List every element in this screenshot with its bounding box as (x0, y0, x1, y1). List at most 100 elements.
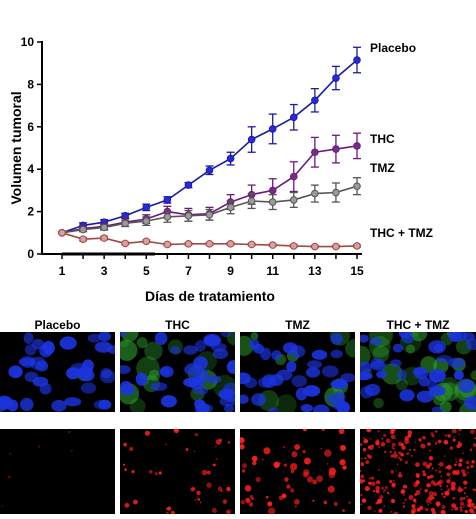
red-signal (471, 502, 475, 506)
red-signal (408, 495, 414, 500)
red-signal (416, 507, 421, 512)
red-signal (262, 458, 264, 461)
red-signal (393, 450, 397, 454)
nucleus (0, 395, 13, 410)
red-signal (129, 446, 134, 451)
red-signal (396, 463, 399, 466)
nucleus (305, 367, 321, 378)
red-signal (414, 441, 417, 443)
red-signal (401, 445, 406, 450)
nucleus (450, 332, 467, 342)
red-signal (377, 498, 383, 504)
red-signal (303, 457, 311, 465)
red-signal (185, 448, 189, 451)
panel-label-tmz: TMZ (285, 318, 310, 332)
red-signal (408, 448, 412, 451)
nucleus (370, 358, 384, 368)
nucleus (120, 365, 131, 375)
red-signal (165, 443, 167, 446)
red-signal (378, 445, 381, 448)
red-signal (381, 487, 384, 490)
red-signal (240, 437, 245, 444)
red-signal (194, 499, 197, 501)
red-signal (472, 488, 475, 491)
data-point (142, 203, 151, 212)
series-placebo: Placebo (58, 41, 416, 237)
red-signal (255, 476, 261, 483)
red-signal (438, 479, 444, 485)
red-signal (124, 502, 130, 508)
red-signal (458, 485, 461, 489)
nucleus (431, 406, 444, 412)
x-tick-label: 13 (308, 264, 322, 278)
red-signal (328, 471, 336, 479)
nucleus (193, 356, 208, 370)
red-signal (267, 501, 273, 507)
red-signal (383, 489, 386, 492)
data-point (100, 223, 108, 232)
nucleus (120, 332, 128, 337)
data-point (205, 210, 214, 219)
red-signal (360, 443, 363, 446)
red-signal (194, 433, 199, 437)
red-signal (366, 429, 372, 433)
red-signal (212, 463, 216, 467)
red-signal (278, 462, 281, 465)
red-signal (428, 494, 434, 501)
red-signal (449, 477, 452, 479)
red-signal (435, 501, 441, 507)
nucleus (259, 347, 271, 361)
red-signal (383, 450, 387, 454)
microscopy-panels: Placebo THC TMZ THC + TMZ (0, 318, 476, 519)
red-signal (380, 442, 386, 447)
data-point (226, 240, 235, 248)
red-signal (302, 471, 309, 478)
data-point (100, 234, 108, 242)
red-signal (149, 469, 153, 474)
red-signal (390, 470, 394, 474)
red-signal (434, 442, 438, 445)
red-signal (392, 453, 398, 459)
y-tick-label: 6 (27, 120, 34, 134)
nucleus (433, 343, 444, 353)
red-signal (402, 505, 406, 508)
red-signal (201, 469, 208, 476)
nucleus (154, 332, 168, 345)
data-point (353, 142, 361, 150)
red-signal (424, 488, 428, 493)
panel-label-placebo: Placebo (34, 318, 81, 332)
red-signal (459, 497, 464, 501)
red-signal (302, 450, 306, 454)
red-signal (410, 454, 413, 457)
red-signal (360, 503, 362, 506)
nucleus (330, 349, 343, 359)
nucleus (300, 404, 314, 412)
data-point (268, 241, 277, 249)
panel-blue-thc-tmz (360, 332, 476, 412)
nucleus (268, 407, 279, 412)
red-signal (374, 510, 376, 512)
data-point (268, 186, 277, 195)
red-signal (370, 476, 375, 480)
red-signal (294, 499, 300, 505)
red-signal (38, 445, 41, 448)
red-signal (400, 453, 404, 457)
red-signal (360, 469, 362, 472)
red-signal (67, 430, 71, 434)
nucleus (330, 332, 343, 345)
nucleus (195, 402, 210, 412)
red-signal (413, 482, 419, 488)
cytoplasm-signal (148, 369, 160, 381)
red-signal (371, 444, 375, 448)
panel-blue-tmz (240, 332, 355, 412)
red-signal (429, 474, 434, 479)
nucleus (94, 341, 113, 353)
red-signal (470, 464, 474, 468)
red-signal (451, 503, 457, 509)
red-signal (422, 470, 426, 474)
red-signal (196, 490, 201, 496)
cytoplasm-signal (120, 339, 138, 361)
red-signal (251, 455, 258, 462)
red-signal (263, 447, 271, 455)
